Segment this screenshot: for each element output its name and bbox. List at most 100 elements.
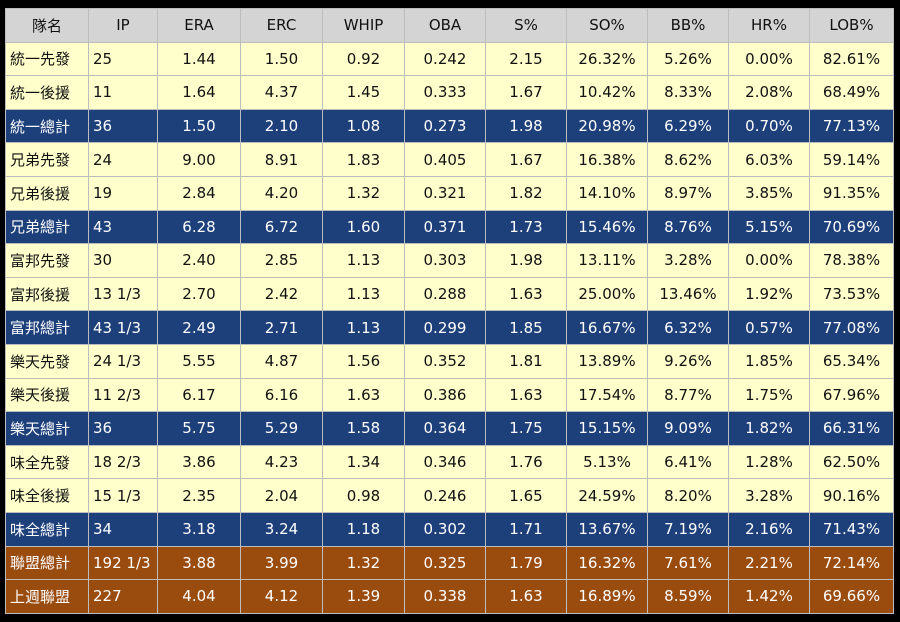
table-row: 樂天總計 36 5.75 5.29 1.58 0.364 1.75 15.15% 9.09% 1.… [5, 411, 894, 446]
stat-cell: 1.63 [485, 377, 567, 413]
stat-cell: 13.46% [647, 276, 729, 312]
team-cell: 上週聯盟 [5, 579, 89, 614]
stat-cell: 5.26% [647, 41, 729, 77]
stat-cell: 192 1/3 [88, 545, 158, 581]
stat-cell: 6.72 [240, 209, 323, 245]
stat-cell: 0.00% [728, 243, 810, 278]
stat-cell: 1.18 [322, 511, 405, 547]
stat-cell: 2.42 [240, 276, 323, 312]
team-cell: 兄弟後援 [5, 175, 89, 211]
table-row: 上週聯盟 227 4.04 4.12 1.39 0.338 1.63 16.89% 8.59% 1… [5, 579, 894, 614]
table-body: 統一先發 25 1.44 1.50 0.92 0.242 2.15 26.32% 5.26% 0.… [5, 41, 894, 614]
stat-cell: 1.85% [728, 343, 810, 379]
stat-cell: 8.76% [647, 209, 729, 245]
header-cell: S% [485, 8, 567, 43]
stat-cell: 78.38% [809, 243, 894, 278]
stat-cell: 24.59% [566, 478, 648, 513]
team-cell: 聯盟總計 [5, 545, 89, 581]
stat-cell: 1.85 [485, 310, 567, 345]
stat-cell: 36 [88, 411, 158, 446]
stat-cell: 68.49% [809, 75, 894, 110]
stat-cell: 0.371 [404, 209, 486, 245]
stat-cell: 1.60 [322, 209, 405, 245]
stat-cell: 7.19% [647, 511, 729, 547]
stat-cell: 16.38% [566, 142, 648, 177]
stat-cell: 2.35 [157, 478, 241, 513]
stat-cell: 1.58 [322, 411, 405, 446]
stat-cell: 1.34 [322, 444, 405, 480]
table-wrap: 隊名 IP ERA ERC WHIP OBA S% SO% BB% HR% LOB% 統一先發 25 1… [5, 8, 894, 614]
stat-cell: 7.61% [647, 545, 729, 581]
stat-cell: 4.04 [157, 579, 241, 614]
header-cell: WHIP [322, 8, 405, 43]
stat-cell: 34 [88, 511, 158, 547]
header-cell: ERC [240, 8, 323, 43]
stat-cell: 2.21% [728, 545, 810, 581]
stat-cell: 0.321 [404, 175, 486, 211]
stat-cell: 6.29% [647, 108, 729, 144]
stat-cell: 67.96% [809, 377, 894, 413]
stat-cell: 0.346 [404, 444, 486, 480]
stat-cell: 1.32 [322, 545, 405, 581]
stat-cell: 4.87 [240, 343, 323, 379]
stat-cell: 1.44 [157, 41, 241, 77]
stat-cell: 15.46% [566, 209, 648, 245]
stats-table: 隊名 IP ERA ERC WHIP OBA S% SO% BB% HR% LOB% 統一先發 25 1… [5, 8, 894, 614]
stat-cell: 0.242 [404, 41, 486, 77]
stat-cell: 1.08 [322, 108, 405, 144]
table-row: 富邦總計 43 1/3 2.49 2.71 1.13 0.299 1.85 16.67% 6.3… [5, 310, 894, 345]
stat-cell: 8.77% [647, 377, 729, 413]
table-row: 樂天先發 24 1/3 5.55 4.87 1.56 0.352 1.81 13.89% 9.2… [5, 343, 894, 379]
table-row: 樂天後援 11 2/3 6.17 6.16 1.63 0.386 1.63 17.54% 8.7… [5, 377, 894, 413]
stat-cell: 2.85 [240, 243, 323, 278]
stat-cell: 6.41% [647, 444, 729, 480]
stat-cell: 91.35% [809, 175, 894, 211]
stat-cell: 0.273 [404, 108, 486, 144]
team-cell: 樂天先發 [5, 343, 89, 379]
stat-cell: 2.10 [240, 108, 323, 144]
table-row: 味全先發 18 2/3 3.86 4.23 1.34 0.346 1.76 5.13% 6.41… [5, 444, 894, 480]
stat-cell: 8.20% [647, 478, 729, 513]
stat-cell: 43 1/3 [88, 310, 158, 345]
stat-cell: 1.75% [728, 377, 810, 413]
stat-cell: 15 1/3 [88, 478, 158, 513]
stat-cell: 5.15% [728, 209, 810, 245]
stat-cell: 69.66% [809, 579, 894, 614]
header-cell: ERA [157, 8, 241, 43]
stat-cell: 16.32% [566, 545, 648, 581]
stat-cell: 72.14% [809, 545, 894, 581]
stat-cell: 1.63 [485, 276, 567, 312]
team-cell: 味全總計 [5, 511, 89, 547]
team-cell: 味全先發 [5, 444, 89, 480]
stat-cell: 1.50 [240, 41, 323, 77]
stat-cell: 2.71 [240, 310, 323, 345]
team-cell: 富邦總計 [5, 310, 89, 345]
stat-cell: 0.303 [404, 243, 486, 278]
header-cell: IP [88, 8, 158, 43]
stat-cell: 25 [88, 41, 158, 77]
team-cell: 樂天總計 [5, 411, 89, 446]
stat-cell: 0.333 [404, 75, 486, 110]
stat-cell: 2.70 [157, 276, 241, 312]
stat-cell: 1.63 [485, 579, 567, 614]
stat-cell: 1.98 [485, 243, 567, 278]
stat-cell: 0.338 [404, 579, 486, 614]
team-cell: 統一先發 [5, 41, 89, 77]
stat-cell: 1.13 [322, 243, 405, 278]
team-cell: 統一後援 [5, 75, 89, 110]
stat-cell: 1.67 [485, 75, 567, 110]
stat-cell: 13 1/3 [88, 276, 158, 312]
stat-cell: 4.37 [240, 75, 323, 110]
stat-cell: 1.28% [728, 444, 810, 480]
stat-cell: 8.33% [647, 75, 729, 110]
stat-cell: 70.69% [809, 209, 894, 245]
stat-cell: 1.56 [322, 343, 405, 379]
stat-cell: 59.14% [809, 142, 894, 177]
stat-cell: 1.83 [322, 142, 405, 177]
stat-cell: 2.49 [157, 310, 241, 345]
stat-cell: 8.62% [647, 142, 729, 177]
stat-cell: 0.299 [404, 310, 486, 345]
stat-cell: 16.67% [566, 310, 648, 345]
stat-cell: 9.09% [647, 411, 729, 446]
